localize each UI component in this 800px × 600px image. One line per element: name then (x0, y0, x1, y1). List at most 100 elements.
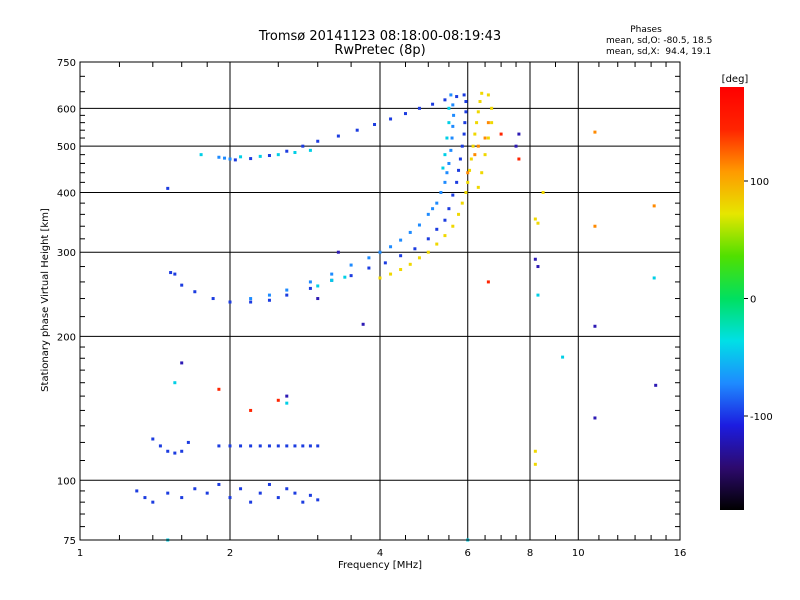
data-point (249, 500, 253, 504)
data-point (223, 156, 227, 160)
data-point (267, 444, 271, 448)
data-point (439, 190, 443, 194)
data-point (228, 157, 232, 161)
data-point (435, 242, 439, 246)
data-point (464, 110, 468, 114)
data-point (199, 153, 203, 157)
data-point (151, 500, 155, 504)
x-tick-label: 2 (227, 548, 233, 559)
data-point (435, 201, 439, 205)
data-point (449, 148, 453, 152)
data-point (166, 449, 170, 453)
x-tick-label: 16 (674, 548, 687, 559)
data-point (276, 153, 280, 157)
data-point (336, 134, 340, 138)
data-point (462, 93, 466, 97)
data-point (541, 190, 545, 194)
data-point (533, 449, 537, 453)
data-point (301, 144, 305, 148)
data-point (533, 257, 537, 261)
colorbar-ticks: -100 0 100 (744, 177, 773, 423)
x-tick-label: 10 (572, 548, 585, 559)
data-point (228, 496, 232, 500)
data-point (285, 288, 289, 292)
data-point (267, 298, 271, 302)
data-point (533, 462, 537, 466)
data-point (258, 154, 262, 158)
data-point (258, 444, 262, 448)
data-point (486, 93, 490, 97)
data-point (308, 148, 312, 152)
data-point (285, 394, 289, 398)
data-point (417, 256, 421, 260)
data-point (173, 451, 177, 455)
data-point (408, 262, 412, 266)
x-tick-label: 6 (465, 548, 471, 559)
data-point (316, 284, 320, 288)
colorbar: [deg] -100 0 100 (720, 74, 773, 510)
data-point (276, 496, 280, 500)
data-point (389, 245, 393, 249)
data-point (330, 278, 334, 282)
data-point (249, 157, 253, 161)
data-point (466, 171, 470, 175)
data-point (536, 265, 540, 269)
y-axis-label: Stationary phase Virtual Height [km] (40, 208, 51, 392)
data-point (447, 121, 451, 125)
data-point (451, 124, 455, 128)
data-point (349, 263, 353, 267)
phases-heading: Phases (630, 25, 662, 35)
data-point (483, 153, 487, 157)
data-point (239, 155, 243, 159)
data-point (533, 217, 537, 221)
data-point (399, 238, 403, 242)
data-point (517, 157, 521, 161)
data-point (293, 491, 297, 495)
chart-subtitle: RwPretec (8p) (334, 43, 425, 58)
data-point (361, 322, 365, 326)
data-point (652, 276, 656, 280)
data-point (431, 102, 435, 106)
data-point (457, 212, 461, 216)
data-point (239, 487, 243, 491)
data-point (517, 132, 521, 136)
data-point (447, 106, 451, 110)
data-point (355, 128, 359, 132)
data-point (463, 121, 467, 125)
data-point (249, 444, 253, 448)
data-point (443, 234, 447, 238)
data-point (514, 144, 518, 148)
data-point (389, 272, 393, 276)
y-tick-label: 600 (57, 104, 76, 115)
axis-ticks: 1 2 4 6 8 10 16 75 100 200 300 400 500 600 750 (57, 58, 686, 559)
data-point (417, 106, 421, 110)
y-tick-label: 100 (57, 476, 76, 487)
phases-legend: Phases mean, sd,O: -80.5, 18.5 mean, sd,… (606, 25, 712, 57)
data-point (316, 139, 320, 143)
data-point (276, 398, 280, 402)
data-point (186, 440, 190, 444)
data-point (478, 100, 482, 104)
data-point (449, 93, 453, 97)
data-point (593, 416, 597, 420)
data-point (173, 381, 177, 385)
phases-o-stats: mean, sd,O: -80.5, 18.5 (606, 36, 712, 46)
data-point (450, 136, 454, 140)
data-point (480, 171, 484, 175)
data-point (180, 449, 184, 453)
grid-lines (80, 62, 680, 540)
data-point (258, 491, 262, 495)
data-point (166, 186, 170, 190)
y-tick-label: 400 (57, 188, 76, 199)
colorbar-tick-label: 100 (750, 177, 769, 188)
data-point (458, 157, 462, 161)
data-point (316, 297, 320, 301)
data-point (228, 300, 232, 304)
data-point (217, 387, 221, 391)
data-point (468, 168, 472, 172)
data-point (308, 286, 312, 290)
data-point (486, 280, 490, 284)
data-point (301, 500, 305, 504)
data-point (267, 293, 271, 297)
data-point (490, 106, 494, 110)
